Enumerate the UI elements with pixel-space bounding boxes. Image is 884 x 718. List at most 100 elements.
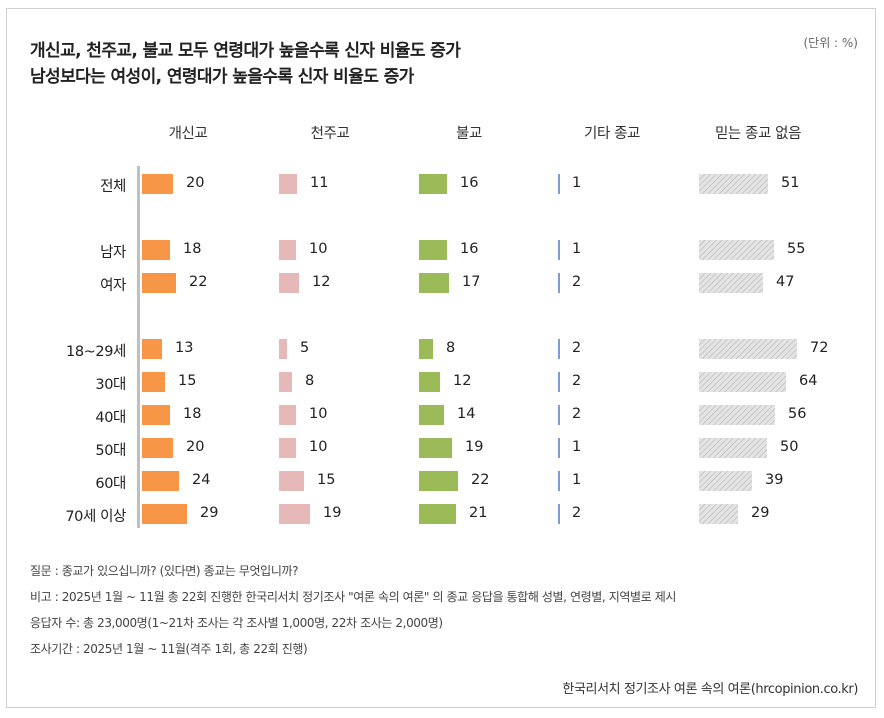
bar-catholic: [279, 438, 296, 458]
row-label: 전체: [100, 179, 126, 195]
note-comparison: 비고 : 2025년 1월 ~ 11월 총 22회 진행한 한국리서치 정기조사…: [30, 590, 676, 604]
bar-no-religion: [699, 471, 752, 491]
value-label-other-religion: 2: [572, 373, 582, 389]
value-label-catholic: 19: [323, 505, 342, 521]
bar-no-religion: [699, 504, 738, 524]
bar-buddhist: [419, 240, 447, 260]
bar-catholic: [279, 273, 299, 293]
value-label-buddhist: 14: [457, 406, 476, 422]
value-label-other-religion: 1: [572, 241, 582, 257]
bar-buddhist: [419, 471, 458, 491]
value-label-other-religion: 1: [572, 472, 582, 488]
value-label-no-religion: 29: [751, 505, 770, 521]
bar-buddhist: [419, 372, 440, 392]
bar-protestant: [142, 339, 162, 359]
bar-catholic: [279, 372, 292, 392]
value-label-no-religion: 64: [799, 373, 818, 389]
bar-catholic: [279, 504, 310, 524]
bar-no-religion: [699, 174, 768, 194]
value-label-protestant: 20: [186, 439, 205, 455]
bar-protestant: [142, 273, 176, 293]
bar-no-religion: [699, 405, 775, 425]
value-label-no-religion: 50: [780, 439, 799, 455]
bar-other-religion: [558, 438, 560, 458]
bar-buddhist: [419, 273, 449, 293]
value-label-other-religion: 2: [572, 340, 582, 356]
bar-protestant: [142, 372, 165, 392]
value-label-protestant: 24: [192, 472, 211, 488]
header-no-religion: 믿는 종교 없음: [714, 126, 802, 142]
value-label-no-religion: 47: [776, 274, 795, 290]
value-label-other-religion: 1: [572, 175, 582, 191]
bar-other-religion: [558, 471, 560, 491]
value-label-protestant: 29: [200, 505, 219, 521]
value-label-no-religion: 72: [810, 340, 829, 356]
unit-label: (단위 : %): [803, 36, 858, 50]
bar-no-religion: [699, 438, 767, 458]
value-label-no-religion: 55: [787, 241, 806, 257]
row-label: 30대: [95, 377, 126, 393]
value-label-catholic: 10: [309, 439, 328, 455]
value-label-buddhist: 22: [471, 472, 490, 488]
axis-divider: [137, 166, 140, 528]
bar-buddhist: [419, 405, 444, 425]
value-label-buddhist: 19: [465, 439, 484, 455]
row-label: 18~29세: [66, 344, 126, 360]
bar-catholic: [279, 471, 304, 491]
bar-other-religion: [558, 273, 560, 293]
value-label-catholic: 11: [310, 175, 329, 191]
bar-protestant: [142, 174, 173, 194]
bar-catholic: [279, 339, 287, 359]
row-label: 60대: [95, 476, 126, 492]
header-other-religion: 기타 종교: [584, 126, 640, 142]
bar-other-religion: [558, 339, 560, 359]
bar-other-religion: [558, 174, 560, 194]
value-label-catholic: 15: [317, 472, 336, 488]
source-credit: 한국리서치 정기조사 여론 속의 여론(hrcopinion.co.kr): [562, 682, 858, 697]
row-label: 남자: [100, 245, 126, 261]
value-label-buddhist: 16: [460, 241, 479, 257]
value-label-protestant: 20: [186, 175, 205, 191]
bar-protestant: [142, 240, 170, 260]
value-label-buddhist: 8: [446, 340, 456, 356]
bar-buddhist: [419, 174, 447, 194]
bar-no-religion: [699, 240, 774, 260]
bar-protestant: [142, 504, 187, 524]
value-label-protestant: 18: [183, 406, 202, 422]
value-label-catholic: 10: [309, 241, 328, 257]
chart-title: 개신교, 천주교, 불교 모두 연령대가 높을수록 신자 비율도 증가: [30, 41, 461, 61]
row-label: 50대: [95, 443, 126, 459]
bar-other-religion: [558, 372, 560, 392]
note-question: 질문 : 종교가 있으십니까? (있다면) 종교는 무엇입니까?: [30, 564, 299, 578]
value-label-catholic: 12: [312, 274, 331, 290]
bar-no-religion: [699, 372, 786, 392]
bar-other-religion: [558, 504, 560, 524]
value-label-no-religion: 39: [765, 472, 784, 488]
bar-protestant: [142, 438, 173, 458]
row-label: 여자: [100, 278, 126, 294]
chart-subtitle: 남성보다는 여성이, 연령대가 높을수록 신자 비율도 증가: [30, 67, 414, 87]
value-label-protestant: 13: [175, 340, 194, 356]
value-label-catholic: 8: [305, 373, 315, 389]
bar-no-religion: [699, 339, 797, 359]
value-label-buddhist: 16: [460, 175, 479, 191]
row-label: 70세 이상: [65, 509, 126, 525]
value-label-protestant: 22: [189, 274, 208, 290]
bar-catholic: [279, 240, 296, 260]
bar-protestant: [142, 405, 170, 425]
header-protestant: 개신교: [168, 126, 208, 142]
value-label-other-religion: 2: [572, 406, 582, 422]
bar-protestant: [142, 471, 179, 491]
bar-catholic: [279, 174, 297, 194]
value-label-buddhist: 12: [453, 373, 472, 389]
bar-buddhist: [419, 504, 456, 524]
value-label-other-religion: 1: [572, 439, 582, 455]
value-label-catholic: 5: [300, 340, 310, 356]
value-label-buddhist: 17: [462, 274, 481, 290]
bar-buddhist: [419, 438, 452, 458]
note-respondents: 응답자 수: 총 23,000명(1~21차 조사는 각 조사별 1,000명,…: [30, 616, 443, 630]
note-period: 조사기간 : 2025년 1월 ~ 11월(격주 1회, 총 22회 진행): [30, 642, 308, 656]
bar-buddhist: [419, 339, 433, 359]
header-catholic: 천주교: [310, 126, 350, 142]
bar-catholic: [279, 405, 296, 425]
